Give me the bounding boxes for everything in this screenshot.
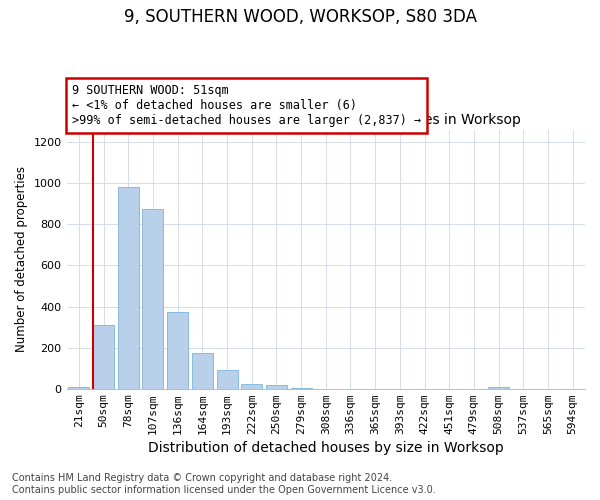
Text: Contains HM Land Registry data © Crown copyright and database right 2024.
Contai: Contains HM Land Registry data © Crown c… <box>12 474 436 495</box>
Bar <box>488 386 509 388</box>
Text: 9, SOUTHERN WOOD, WORKSOP, S80 3DA: 9, SOUTHERN WOOD, WORKSOP, S80 3DA <box>124 8 476 26</box>
Bar <box>167 312 188 388</box>
Text: 9 SOUTHERN WOOD: 51sqm
← <1% of detached houses are smaller (6)
>99% of semi-det: 9 SOUTHERN WOOD: 51sqm ← <1% of detached… <box>72 84 421 128</box>
Bar <box>142 209 163 388</box>
Bar <box>118 188 139 388</box>
X-axis label: Distribution of detached houses by size in Worksop: Distribution of detached houses by size … <box>148 441 503 455</box>
Bar <box>217 370 238 388</box>
Y-axis label: Number of detached properties: Number of detached properties <box>15 166 28 352</box>
Bar <box>68 386 89 388</box>
Title: Size of property relative to detached houses in Worksop: Size of property relative to detached ho… <box>131 114 521 128</box>
Bar <box>192 352 213 388</box>
Bar <box>241 384 262 388</box>
Bar <box>266 385 287 388</box>
Bar <box>93 325 114 388</box>
